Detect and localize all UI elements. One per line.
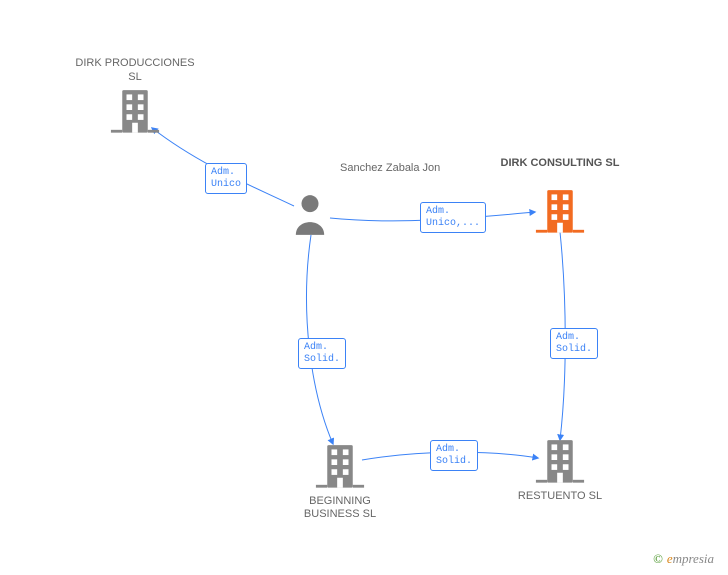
building-icon: [536, 440, 584, 483]
edge-label-adm-solid: Adm. Solid.: [550, 328, 598, 359]
node-label-sanchez: Sanchez Zabala Jon: [340, 162, 460, 175]
edge-label-adm-solid: Adm. Solid.: [298, 338, 346, 369]
edge-label-adm-unico: Adm. Unico: [205, 163, 247, 194]
building-icon: [536, 190, 584, 233]
edge-label-adm-unico-more: Adm. Unico,...: [420, 202, 486, 233]
node-label-restuento: RESTUENTO SL: [500, 490, 620, 503]
person-icon: [296, 195, 324, 235]
watermark-empresia: ©empresia: [653, 551, 714, 567]
node-label-dirk-consulting: DIRK CONSULTING SL: [500, 157, 620, 170]
node-label-dirk-producciones: DIRK PRODUCCIONES SL: [75, 57, 195, 83]
copyright-symbol: ©: [653, 551, 663, 566]
building-icon: [111, 90, 159, 133]
building-icon: [316, 445, 364, 488]
node-label-beginning-business: BEGINNING BUSINESS SL: [280, 495, 400, 521]
edge-label-adm-solid: Adm. Solid.: [430, 440, 478, 471]
